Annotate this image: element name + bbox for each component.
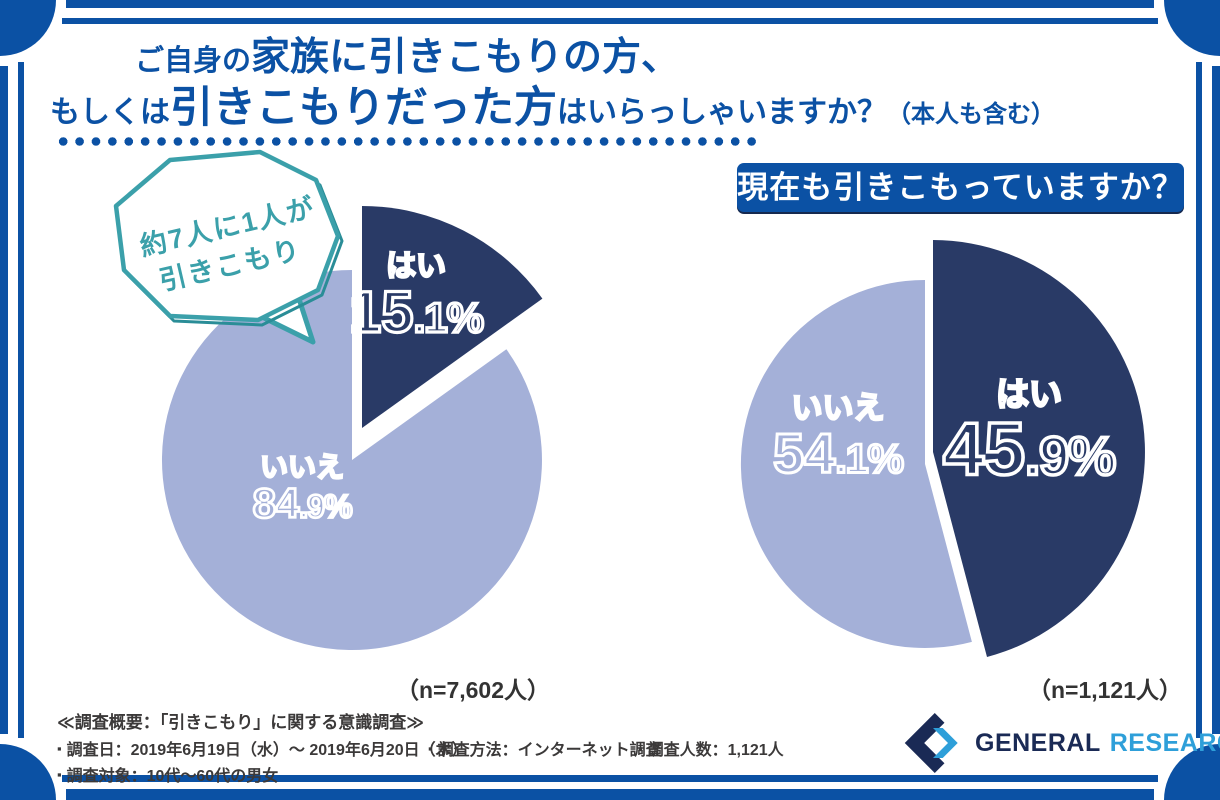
pie-chart-right-label-yes: はい 45.9%	[941, 375, 1118, 491]
slice-value: 15.1%	[347, 279, 485, 345]
title-line-2: もしくは引きこもりだった方はいらっしゃいますか？（本人も含む）	[50, 82, 1055, 134]
survey-item-text: 調査人数：1,121人	[647, 742, 784, 759]
slice-name: いいえ	[259, 451, 345, 483]
frame-right-outer	[1212, 66, 1220, 734]
slice-name: いいえ	[790, 390, 885, 426]
pie-chart-left-label-yes: はい 15.1%	[347, 250, 485, 345]
pie-charts-layer	[161, 206, 1145, 657]
slice-value: 84.9%	[251, 478, 354, 526]
survey-item-method: ▪ 調査方法：インターネット調査	[428, 736, 662, 760]
title-segment: はいらっしゃいますか？	[557, 95, 887, 129]
logo-mark-icon	[904, 713, 958, 773]
frame-corner-bottom-right	[1164, 744, 1220, 800]
frame-top-inner	[62, 18, 1158, 24]
frame-corner-top-left	[0, 0, 56, 56]
square-bullet-icon: ▪	[57, 741, 62, 756]
title-segment: 家族に引きこもりの方、	[251, 36, 681, 79]
frame-left-outer	[0, 66, 8, 734]
square-bullet-icon: ▪	[57, 767, 62, 782]
frame-bottom-inner	[62, 775, 1158, 782]
square-bullet-icon: ▪	[638, 741, 643, 756]
pie-chart-right-label-no: いいえ 54.1%	[772, 390, 906, 485]
slice-value: 45.9%	[941, 407, 1118, 491]
pie-chart-right-slice-no	[740, 280, 972, 648]
pie-chart-right-slice-yes	[933, 240, 1145, 657]
survey-item-text: 調査対象：10代～60代の男女	[66, 768, 279, 785]
survey-summary-heading: ≪調査概要：「引きこもり」に関する意識調査≫	[57, 713, 425, 732]
survey-item-text: 調査日：2019年6月19日（水）～ 2019年6月20日（木）	[66, 742, 468, 759]
title-segment: もしくは	[50, 95, 170, 129]
title-segment: ご自身の	[134, 45, 251, 77]
frame-bottom-outer	[66, 789, 1154, 800]
frame-top-outer	[66, 0, 1154, 8]
main-question-title: ご自身の家族に引きこもりの方、 もしくは引きこもりだった方はいらっしゃいますか？…	[50, 34, 1055, 134]
square-bullet-icon: ▪	[428, 741, 433, 756]
n-label-left: （n=7,602人）	[395, 677, 551, 703]
slice-value: 54.1%	[772, 421, 906, 485]
dotted-divider	[55, 136, 761, 147]
logo-text-research: RESEARCH	[1109, 728, 1220, 757]
frame-corner-top-right	[1164, 0, 1220, 56]
frame-right-inner	[1196, 62, 1202, 738]
survey-item-text: 調査方法：インターネット調査	[437, 742, 662, 759]
pie-chart-left	[161, 206, 543, 651]
callout-body	[113, 149, 341, 323]
pie-chart-left-slice-yes	[362, 206, 543, 428]
slice-name: はい	[385, 250, 447, 284]
survey-item-date: ▪ 調査日：2019年6月19日（水）～ 2019年6月20日（木）	[57, 736, 468, 760]
right-question-banner: 現在も引きこもっていますか？	[737, 163, 1184, 212]
title-segment: （本人も含む）	[887, 100, 1055, 128]
title-segment: 引きこもりだった方	[170, 83, 557, 132]
logo-text-general: GENERAL	[975, 728, 1101, 757]
pie-chart-left-slice-no	[161, 270, 542, 651]
pie-chart-left-label-no: いいえ 84.9%	[251, 451, 354, 526]
survey-item-count: ▪ 調査人数：1,121人	[638, 736, 784, 760]
frame-left-inner	[18, 62, 24, 738]
general-research-logo: GENERAL RESEARCH	[903, 713, 1220, 773]
callout-bubble: 約7人に1人が 引きこもり	[108, 148, 356, 353]
frame-corner-bottom-left	[0, 744, 56, 800]
pie-chart-right	[740, 240, 1145, 657]
survey-item-audience: ▪ 調査対象：10代～60代の男女	[57, 762, 278, 786]
n-label-right: （n=1,121人）	[1027, 677, 1183, 703]
slice-name: はい	[995, 375, 1064, 413]
title-line-1: ご自身の家族に引きこもりの方、	[50, 34, 765, 82]
